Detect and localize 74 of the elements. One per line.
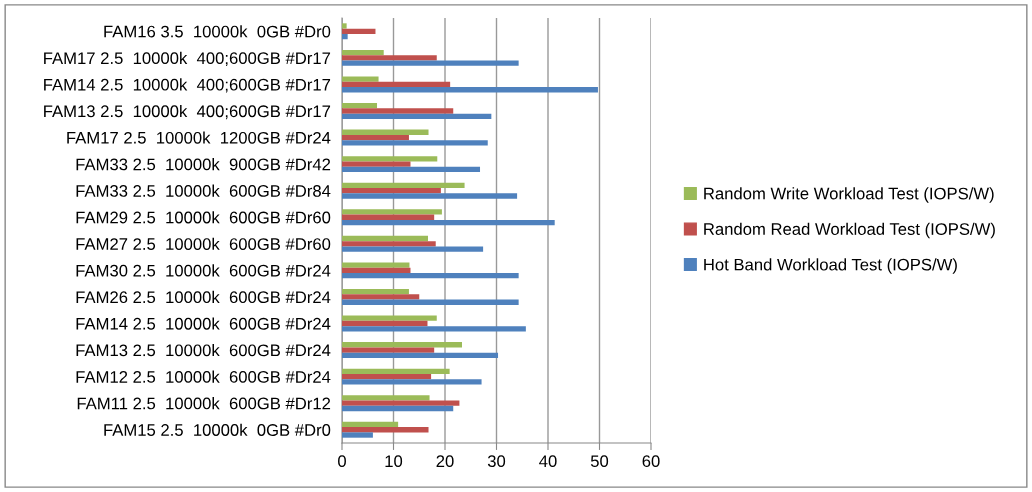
y-tick-label: FAM33 2.5 10000k 600GB #Dr84 — [76, 184, 331, 197]
bar — [342, 23, 347, 29]
bar — [342, 379, 482, 385]
y-tick-label: FAM13 2.5 10000k 400;600GB #Dr17 — [44, 104, 331, 120]
bar — [342, 209, 442, 215]
y-tick-label: FAM17 2.5 10000k 1200GB #Dr24 — [67, 131, 331, 144]
y-tick-label: FAM26 2.5 10000k 600GB #Dr24 — [76, 290, 331, 304]
x-tick-label: 40 — [539, 455, 557, 468]
bar — [342, 129, 429, 135]
bar — [342, 81, 451, 88]
legend-label: Random Write Workload Test (IOPS/W) — [704, 187, 994, 203]
bar — [342, 87, 598, 93]
bar — [342, 267, 411, 273]
bar — [342, 188, 441, 194]
bar — [342, 33, 348, 40]
bar — [342, 373, 432, 380]
legend-label: Random Read Workload Test (IOPS/W) — [704, 222, 995, 239]
bar — [342, 140, 488, 146]
bar — [342, 134, 409, 141]
bar — [342, 400, 460, 406]
bar — [342, 161, 411, 167]
x-tick-label: 50 — [590, 455, 609, 468]
bar — [342, 214, 435, 220]
bar — [342, 262, 410, 268]
bar — [342, 235, 429, 242]
bar — [342, 352, 499, 358]
x-tick-label: 0 — [338, 455, 346, 468]
y-tick-label: FAM30 2.5 10000k 600GB #Dr24 — [76, 264, 331, 277]
x-tick-label: 60 — [642, 455, 660, 468]
bar — [342, 55, 437, 61]
bar — [342, 347, 435, 353]
bar — [342, 294, 420, 300]
bar — [342, 427, 429, 433]
y-tick-label: FAM14 2.5 10000k 600GB #Dr24 — [76, 317, 331, 330]
y-tick-label: FAM15 2.5 10000k 0GB #Dr0 — [104, 423, 331, 436]
bar — [342, 113, 492, 119]
bar — [342, 246, 484, 252]
x-tick-label: 20 — [436, 455, 454, 468]
bar — [342, 28, 376, 34]
bar — [342, 49, 384, 56]
y-tick-label: FAM16 3.5 10000k 0GB #Dr0 — [104, 25, 331, 38]
legend-label: Hot Band Workload Test (IOPS/W) — [704, 258, 957, 274]
bar — [342, 299, 519, 305]
bar — [342, 166, 481, 173]
bar — [342, 76, 379, 82]
bar — [342, 241, 436, 247]
bar — [342, 273, 519, 279]
bar — [342, 421, 399, 428]
y-tick-label: FAM29 2.5 10000k 600GB #Dr60 — [76, 211, 331, 224]
bar — [342, 432, 373, 438]
bar — [342, 405, 454, 412]
x-tick-label: 30 — [487, 455, 506, 468]
bar — [342, 288, 409, 295]
bar — [342, 193, 518, 199]
y-tick-label: FAM13 2.5 10000k 600GB #Dr24 — [76, 343, 331, 357]
bar — [342, 368, 450, 374]
bar — [342, 60, 519, 66]
y-tick-label: FAM33 2.5 10000k 900GB #Dr42 — [76, 158, 331, 171]
bar — [342, 182, 465, 188]
bar — [342, 326, 526, 332]
bar — [342, 315, 437, 321]
y-tick-label: FAM27 2.5 10000k 600GB #Dr60 — [76, 237, 331, 250]
y-tick-label: FAM17 2.5 10000k 400;600GB #Dr17 — [44, 51, 331, 67]
bar — [342, 108, 454, 114]
bar — [342, 156, 438, 162]
bar — [342, 320, 428, 327]
bar — [342, 342, 462, 348]
bar — [342, 219, 555, 226]
y-tick-label: FAM14 2.5 10000k 400;600GB #Dr17 — [44, 78, 331, 93]
y-tick-label: FAM11 2.5 10000k 600GB #Dr12 — [77, 397, 331, 410]
bar — [342, 103, 378, 109]
x-tick-label: 10 — [385, 455, 403, 468]
y-tick-label: FAM12 2.5 10000k 600GB #Dr24 — [76, 370, 331, 383]
bar — [342, 395, 430, 401]
